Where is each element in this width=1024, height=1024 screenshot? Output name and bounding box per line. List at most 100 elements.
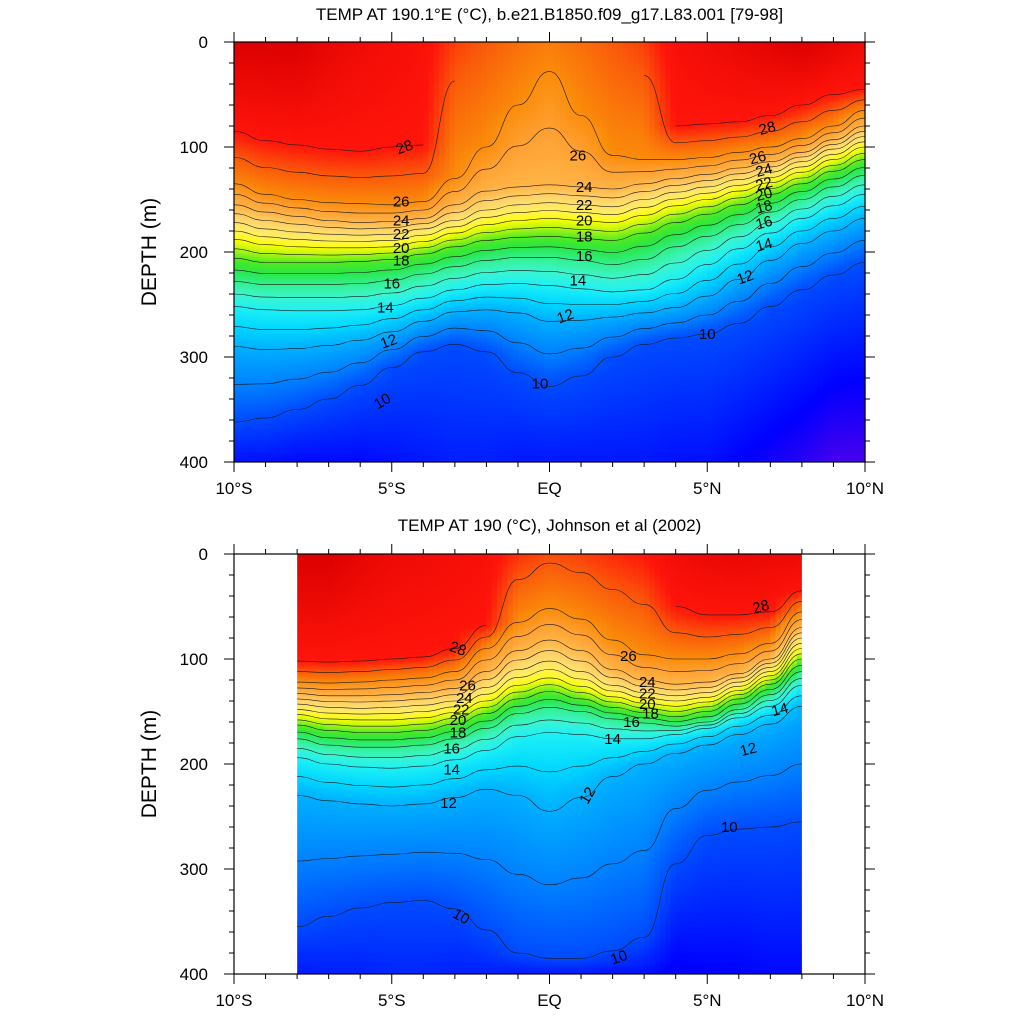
fill-strip xyxy=(649,554,656,974)
fill-strip xyxy=(349,42,356,462)
x-tick-label: 10°S xyxy=(215,479,252,498)
contour-label: 24 xyxy=(393,213,410,230)
fill-strip xyxy=(822,42,829,462)
contour-label: 10 xyxy=(532,375,549,392)
fill-strip xyxy=(312,42,319,462)
x-tick-label: 5°S xyxy=(378,991,406,1010)
fill-strip xyxy=(470,554,477,974)
contour-label: 10 xyxy=(699,326,716,343)
fill-strip xyxy=(717,554,724,974)
fill-strip xyxy=(633,554,640,974)
y-tick-label: 100 xyxy=(180,138,208,157)
fill-strip xyxy=(502,554,509,974)
fill-strip xyxy=(596,42,603,462)
contour-label: 16 xyxy=(383,276,400,293)
fill-strip xyxy=(544,42,551,462)
fill-strip xyxy=(307,554,314,974)
contour-label: 20 xyxy=(393,240,410,257)
contour-label: 16 xyxy=(754,213,775,234)
isotherm-21 xyxy=(233,141,866,242)
panel-obs: TEMP AT 190 (°C), Johnson et al (2002) D… xyxy=(138,516,884,1010)
fill-strip xyxy=(428,554,435,974)
fill-strip xyxy=(570,554,577,974)
contour-label: 22 xyxy=(576,197,593,214)
contour-label: 28 xyxy=(394,137,415,159)
fill-strip xyxy=(407,42,414,462)
x-tick-label: EQ xyxy=(537,479,562,498)
isotherm-12 xyxy=(233,218,866,351)
fill-strip xyxy=(381,554,388,974)
isotherm-19 xyxy=(233,153,866,256)
y-tick-label: 300 xyxy=(180,860,208,879)
fill-strip xyxy=(701,554,708,974)
fill-strip xyxy=(843,42,850,462)
fill-strip xyxy=(391,554,398,974)
fill-strip xyxy=(239,42,246,462)
fill-strip xyxy=(554,554,561,974)
isotherm-23 xyxy=(233,131,866,230)
fill-strip xyxy=(244,42,251,462)
fill-strip xyxy=(696,554,703,974)
contour-label: 12 xyxy=(738,739,759,760)
fill-strip xyxy=(328,42,335,462)
fill-strip xyxy=(265,42,272,462)
contour-label: 24 xyxy=(639,674,656,691)
fill-strip xyxy=(612,554,619,974)
contour-label: 10 xyxy=(608,947,629,969)
fill-strip xyxy=(607,42,614,462)
contour-label: 28 xyxy=(751,597,772,618)
fill-strip xyxy=(791,42,798,462)
fill-strip xyxy=(402,554,409,974)
fill-strip xyxy=(801,42,808,462)
fill-strip xyxy=(591,554,598,974)
fill-strip xyxy=(665,42,672,462)
contour-label: 18 xyxy=(642,706,659,723)
isotherm-27 xyxy=(297,562,802,673)
fill-strip xyxy=(323,42,330,462)
fill-strip xyxy=(754,554,761,974)
fill-strip xyxy=(460,554,466,974)
contour-label: 14 xyxy=(770,700,791,721)
isotherm-16 xyxy=(297,671,802,748)
x-tick-label: 5°N xyxy=(693,991,722,1010)
fill-strip xyxy=(775,554,782,974)
fill-strip xyxy=(407,554,414,974)
isotherm-15 xyxy=(297,678,802,759)
contour-fill xyxy=(297,554,802,974)
contour-label: 20 xyxy=(754,184,775,205)
y-tick-label: 300 xyxy=(180,348,208,367)
fill-strip xyxy=(449,554,456,974)
fill-strip xyxy=(581,554,587,974)
fill-strip xyxy=(723,554,729,974)
contour-label: 14 xyxy=(604,731,621,748)
fill-strip xyxy=(528,42,535,462)
fill-strip xyxy=(759,554,766,974)
isotherms xyxy=(233,71,866,423)
fill-strip xyxy=(360,42,367,462)
contour-label: 18 xyxy=(450,725,467,742)
contour-label: 18 xyxy=(576,228,593,245)
fill-strip xyxy=(486,42,493,462)
fill-strip xyxy=(307,42,314,462)
fill-strip xyxy=(344,42,351,462)
fill-strip xyxy=(686,554,693,974)
fill-strip xyxy=(449,42,456,462)
fill-strip xyxy=(723,42,729,462)
fill-strip xyxy=(649,42,656,462)
fill-strip xyxy=(538,42,545,462)
fill-strip xyxy=(675,42,682,462)
fill-strip xyxy=(775,42,782,462)
fill-strip xyxy=(654,554,661,974)
fill-strip xyxy=(712,554,719,974)
contour-label: 26 xyxy=(570,147,587,164)
isotherm-22 xyxy=(233,136,866,236)
contour-label: 14 xyxy=(754,235,775,256)
fill-strip xyxy=(318,42,324,462)
fill-strip xyxy=(596,554,603,974)
contour-label: 12 xyxy=(576,784,599,807)
fill-strip xyxy=(281,42,288,462)
fill-strip xyxy=(297,42,303,462)
contour-label: 26 xyxy=(459,677,476,694)
